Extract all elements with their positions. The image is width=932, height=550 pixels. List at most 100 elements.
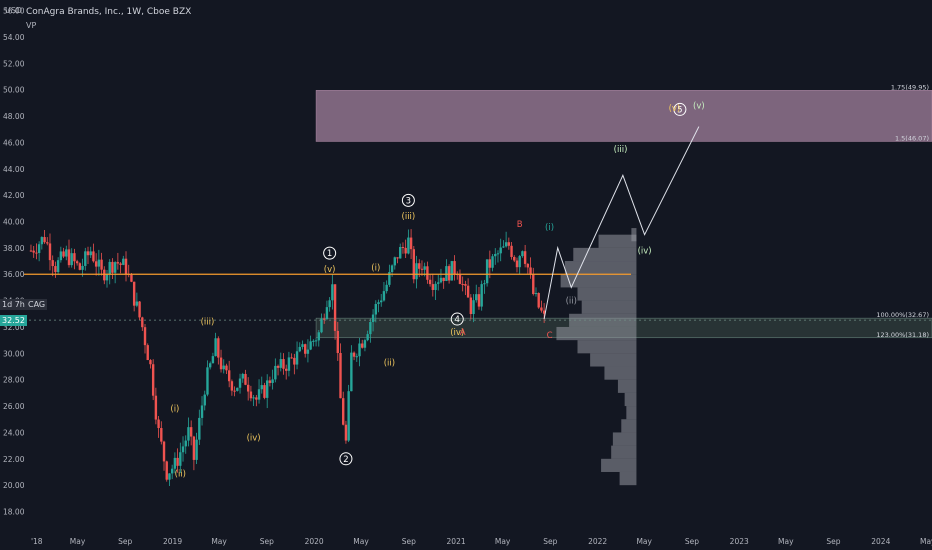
volume-profile-bar <box>601 458 637 472</box>
candle-body <box>249 391 253 399</box>
candle-body <box>219 357 223 370</box>
candle-body <box>496 253 500 255</box>
wave-label-minor: (iii) <box>614 145 628 155</box>
wave-circle <box>450 312 464 326</box>
candle-body <box>507 242 511 246</box>
candle-body <box>328 300 331 308</box>
candle-body <box>293 357 296 365</box>
x-tick-label: May <box>211 537 227 546</box>
candle-body <box>225 365 228 371</box>
candle-body <box>366 334 369 341</box>
candle-body <box>542 310 546 314</box>
candle-body <box>157 419 160 429</box>
candle-body <box>78 263 82 270</box>
last-price-tag: 32.52 <box>0 315 27 326</box>
y-tick-label: 54.00 <box>3 33 25 42</box>
wave-label-major: 2 <box>343 455 348 465</box>
candle-body <box>151 364 155 396</box>
candle-body <box>146 345 149 361</box>
symbol-title[interactable]: ConAgra Brands, Inc., 1W, Cboe BZX <box>26 7 192 17</box>
candle-body <box>43 237 46 243</box>
candle-body <box>472 300 475 315</box>
volume-profile-bar <box>611 445 637 459</box>
candle-body <box>480 284 483 307</box>
chart-header: USD ConAgra Brands, Inc., 1W, Cboe BZX <box>5 6 192 17</box>
candle-body <box>499 247 502 254</box>
y-tick-label: 20.00 <box>3 481 25 490</box>
volume-profile-bar <box>577 287 637 301</box>
candle-body <box>236 387 239 391</box>
candle-body <box>165 461 168 480</box>
volume-profile-bar <box>604 366 637 380</box>
candle-body <box>124 258 128 275</box>
candle-body <box>355 356 358 358</box>
candle-body <box>176 457 179 466</box>
candle-body <box>347 391 350 441</box>
candle-body <box>244 373 247 385</box>
candle-body <box>48 243 52 261</box>
wave-label-minor: (v) <box>669 104 681 114</box>
volume-profile-bar <box>569 313 637 327</box>
y-tick-label: 48.00 <box>3 112 25 121</box>
candle-body <box>160 428 163 442</box>
y-tick-label: 46.00 <box>3 138 25 147</box>
candle-body <box>342 398 345 425</box>
candle-body <box>284 368 288 371</box>
candle-body <box>265 380 269 398</box>
candle-body <box>135 301 139 306</box>
candle-body <box>179 452 182 466</box>
candle-body <box>252 397 255 399</box>
candle-body <box>97 259 101 267</box>
candle-body <box>306 349 310 354</box>
candle-body <box>227 370 231 382</box>
candle-body <box>290 357 293 359</box>
candle-body <box>428 279 432 285</box>
candle-body <box>105 274 109 281</box>
indicator-label[interactable]: VP <box>26 21 37 30</box>
y-tick-label: 28.00 <box>3 376 25 385</box>
candle-body <box>230 381 234 391</box>
wave-label-minor: (ii) <box>566 297 577 307</box>
volume-profile-bar <box>624 392 637 407</box>
y-tick-label: 52.00 <box>3 59 25 68</box>
volume-profile-bar <box>564 261 637 275</box>
candle-body <box>333 284 337 331</box>
candle-body <box>415 263 418 280</box>
candle-body <box>217 338 220 358</box>
wave-label-minor: B <box>517 220 523 230</box>
candle-body <box>59 251 63 261</box>
wave-circle <box>339 452 353 466</box>
x-tick-label: May <box>70 537 86 546</box>
candle-body <box>339 352 342 399</box>
candle-body <box>113 262 117 273</box>
y-tick-label: 24.00 <box>3 428 25 437</box>
candle-body <box>255 397 258 400</box>
y-tick-label: 56.00 <box>3 7 25 16</box>
candle-body <box>401 247 405 249</box>
wave-label-minor: (i) <box>371 264 380 274</box>
candle-body <box>89 251 92 256</box>
candle-body <box>143 327 147 346</box>
candle-body <box>434 283 437 290</box>
candle-body <box>40 237 44 245</box>
candle-body <box>437 282 440 284</box>
candle-body <box>404 247 407 254</box>
candle-body <box>32 250 35 253</box>
candle-body <box>211 356 215 364</box>
candle-body <box>268 380 272 383</box>
x-tick-label: 2020 <box>305 537 324 546</box>
candle-body <box>361 343 364 348</box>
candle-body <box>108 261 111 275</box>
candle-body <box>173 457 177 469</box>
candle-body <box>257 389 261 400</box>
wave-label-minor: (i) <box>170 405 179 415</box>
candle-body <box>529 267 532 275</box>
wave-label-minor: (ii) <box>175 469 186 479</box>
candle-body <box>304 344 307 354</box>
candle-body <box>390 265 394 273</box>
candle-body <box>287 357 291 371</box>
candle-body <box>431 284 435 290</box>
candle-body <box>298 346 301 352</box>
